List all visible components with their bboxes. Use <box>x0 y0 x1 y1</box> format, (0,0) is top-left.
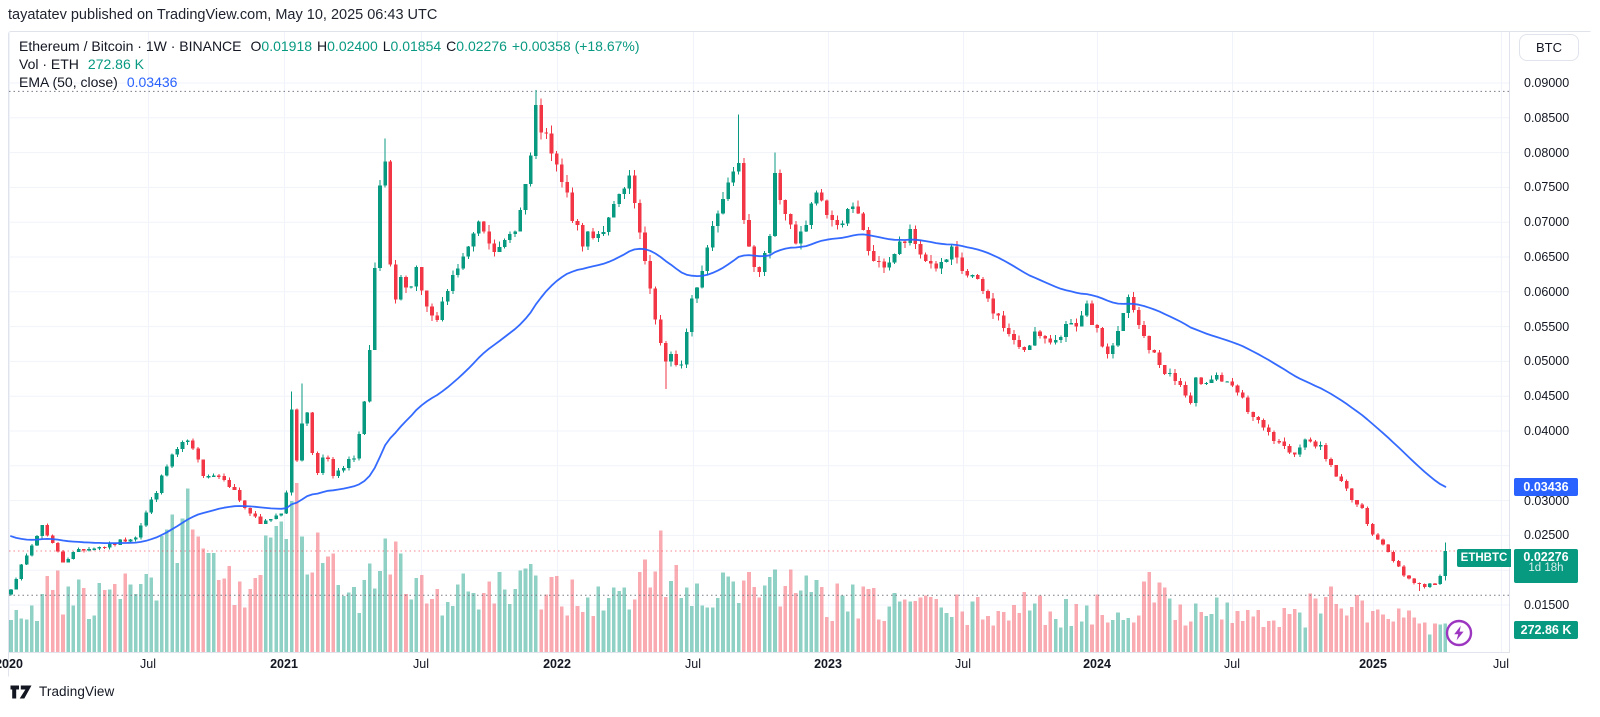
chart-legend: Ethereum / Bitcoin · 1W · BINANCE O0.0191… <box>19 37 640 91</box>
bar-countdown: 1d 18h <box>1528 561 1564 574</box>
open-value: 0.01918 <box>261 38 313 54</box>
price-axis-label: 0.05000 <box>1524 354 1570 369</box>
lightning-icon <box>1445 619 1473 647</box>
high-value: 0.02400 <box>327 38 378 54</box>
candlestick-series <box>9 89 1448 596</box>
legend-volume-row[interactable]: Vol · ETH 272.86 K <box>19 55 640 73</box>
time-axis-label: Jul <box>685 657 701 671</box>
price-axis-label: 0.03000 <box>1524 493 1570 508</box>
change-value: +0.00358 (+18.67%) <box>511 38 640 54</box>
open-label: O <box>250 38 262 54</box>
price-axis-label: 0.07500 <box>1524 180 1570 195</box>
volume-series <box>9 482 1448 652</box>
time-axis-label: Jul <box>413 657 429 671</box>
volume-tag: 272.86 K <box>1514 621 1578 639</box>
ema-price-tag: 0.03436 <box>1514 477 1578 496</box>
gridlines <box>9 32 1509 653</box>
currency-button[interactable]: BTC <box>1519 34 1579 61</box>
price-axis-label: 0.07000 <box>1524 215 1570 230</box>
symbol-title: Ethereum / Bitcoin · 1W · BINANCE <box>19 38 242 54</box>
time-axis-label: 2022 <box>543 657 571 671</box>
price-axis-label: 0.06500 <box>1524 250 1570 264</box>
symbol-price-flag: ETHBTC <box>1457 548 1511 567</box>
ema-line <box>10 233 1447 545</box>
level-lines <box>9 90 1509 596</box>
time-axis[interactable]: 2020 Jul 2021 Jul 2022 Jul 2023 Jul 2024 Jul 2025 J… <box>0 653 1593 678</box>
last-price-value: 0.02276 <box>1523 549 1569 564</box>
price-axis[interactable]: BTC 0.09000 0.08500 0.08000 0.07500 0.07000 0… <box>1509 32 1593 653</box>
low-label: L <box>382 38 391 54</box>
price-axis-label: 0.08500 <box>1524 110 1570 125</box>
time-axis-label: 2025 <box>1359 657 1387 671</box>
last-price-tag: 0.02276 1d 18h <box>1514 548 1578 583</box>
price-axis-label: 0.05500 <box>1524 319 1570 334</box>
tradingview-brand-link[interactable]: TradingView <box>10 684 114 699</box>
time-axis-label: Jul <box>1493 657 1509 671</box>
volume-label: Vol · ETH <box>19 56 79 72</box>
time-axis-label: Jul <box>140 657 156 671</box>
low-value: 0.01854 <box>390 38 442 54</box>
attribution-text: tayatatev published on TradingView.com, … <box>8 7 438 23</box>
ema-value: 0.03436 <box>126 74 178 90</box>
ema-overlay <box>10 233 1447 545</box>
time-axis-label: 2020 <box>0 657 23 671</box>
close-value: 0.02276 <box>456 38 507 54</box>
price-axis-label: 0.04000 <box>1524 424 1570 438</box>
time-axis-label: 2023 <box>814 657 842 671</box>
high-label: H <box>317 38 328 54</box>
price-axis-label: 0.01500 <box>1524 598 1570 612</box>
price-axis-label: 0.08000 <box>1524 145 1570 160</box>
legend-ema-row[interactable]: EMA (50, close) 0.03436 <box>19 73 640 91</box>
time-axis-label: Jul <box>955 657 971 671</box>
price-axis-label: 0.06000 <box>1524 284 1570 299</box>
close-label: C <box>446 38 457 54</box>
time-axis-label: Jul <box>1224 657 1240 671</box>
price-axis-label: 0.02500 <box>1524 528 1570 543</box>
volume-value: 272.86 K <box>87 56 144 72</box>
time-axis-label: 2021 <box>270 657 298 671</box>
price-axis-label: 0.04500 <box>1524 389 1570 404</box>
chart-widget: Ethereum / Bitcoin · 1W · BINANCE O0.0191… <box>0 31 1593 678</box>
price-axis-label: 0.09000 <box>1524 76 1570 90</box>
ema-label: EMA (50, close) <box>19 74 118 90</box>
brand-name: TradingView <box>39 684 115 699</box>
legend-symbol-row[interactable]: Ethereum / Bitcoin · 1W · BINANCE O0.0191… <box>19 37 640 55</box>
tradingview-logo-icon <box>10 685 32 698</box>
chart-canvas[interactable] <box>9 32 1509 653</box>
flash-snapshot-button[interactable] <box>1445 619 1473 647</box>
time-axis-label: 2024 <box>1083 657 1111 671</box>
